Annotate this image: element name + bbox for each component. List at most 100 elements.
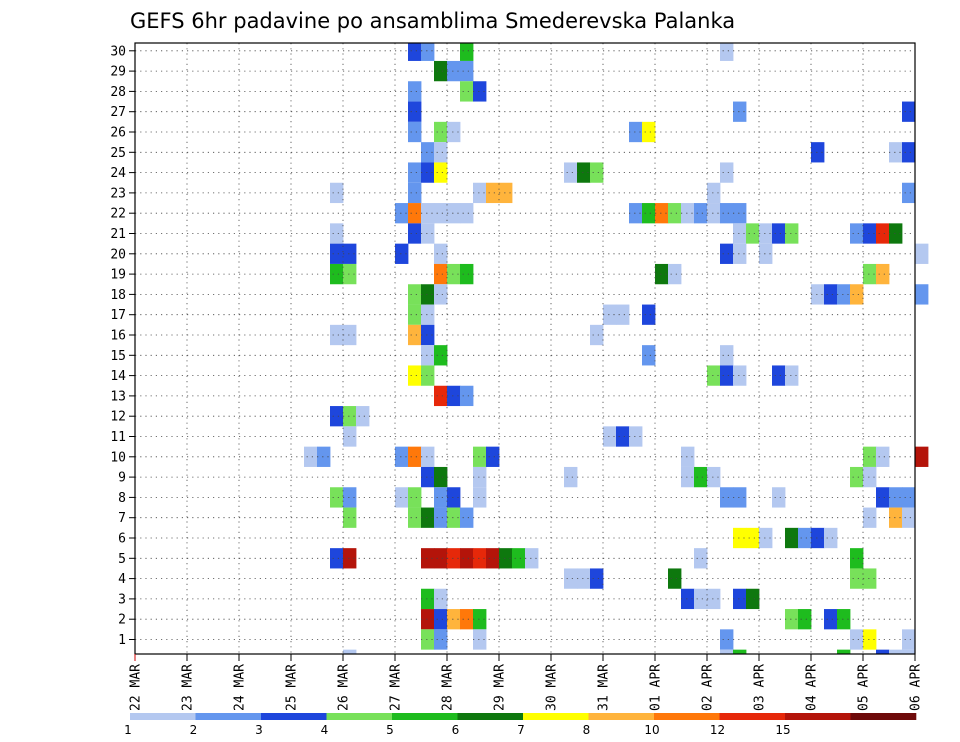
heatmap-cell: [343, 324, 357, 346]
heatmap-cell: [473, 629, 487, 650]
colorbar-segment: [719, 713, 786, 720]
y-tick-label: 16: [110, 329, 126, 344]
plot-frame: [134, 42, 916, 655]
y-tick-label: 27: [110, 105, 126, 120]
heatmap-cell: [850, 568, 864, 589]
heatmap-cell: [421, 162, 435, 183]
heatmap-cell: [902, 649, 916, 654]
y-tick-label: 12: [110, 410, 126, 425]
heatmap-cell: [525, 548, 539, 569]
heatmap-cell: [434, 142, 448, 163]
heatmap-cell: [356, 406, 370, 427]
colorbar-segment: [588, 713, 655, 720]
heatmap-cell: [408, 446, 422, 467]
heatmap-cell: [577, 568, 591, 589]
heatmap-cell: [421, 609, 435, 630]
colorbar-label: 6: [452, 723, 460, 737]
heatmap-cell: [434, 487, 448, 508]
heatmap-cell: [863, 466, 877, 488]
heatmap-cell: [824, 284, 838, 305]
x-tick-label: 05 APR: [857, 664, 872, 711]
heatmap-cell: [343, 426, 357, 447]
y-tick-label: 24: [110, 166, 126, 181]
heatmap-cell: [408, 284, 422, 305]
heatmap-cell: [434, 466, 448, 488]
heatmap-cell: [434, 203, 448, 224]
heatmap-cell: [408, 223, 422, 244]
heatmap-cell: [694, 203, 708, 224]
heatmap-cell: [577, 162, 591, 183]
heatmap-cell: [421, 203, 435, 224]
heatmap-cell: [733, 223, 747, 244]
heatmap-cell: [447, 385, 461, 407]
colorbar-label: 4: [321, 723, 329, 737]
heatmap-cell: [720, 43, 734, 61]
colorbar-label: 5: [386, 723, 394, 737]
y-tick-label: 10: [110, 450, 126, 465]
heatmap-cell: [330, 182, 344, 204]
heatmap-cell: [759, 243, 773, 264]
heatmap-cell: [707, 365, 721, 386]
heatmap-cell: [876, 263, 890, 285]
heatmap-cell: [395, 487, 409, 508]
heatmap-cell: [434, 629, 448, 650]
heatmap-cell: [902, 629, 916, 650]
y-tick-label: 4: [118, 572, 126, 587]
heatmap-cell: [772, 365, 786, 386]
x-axis: 22 MAR 23 MAR 24 MAR 25 MAR 26 MAR 27 MAR 28 M…: [129, 654, 924, 711]
heatmap-cell: [486, 182, 500, 204]
colorbar: 1 2 3 4 5 6 7 8 10 12 15: [124, 713, 917, 737]
heatmap-cell: [863, 629, 877, 650]
heatmap-cell: [408, 487, 422, 508]
heatmap-cell: [343, 263, 357, 285]
heatmap-cell: [668, 203, 682, 224]
heatmap-cell: [460, 60, 474, 82]
y-tick-label: 13: [110, 389, 126, 404]
y-tick-label: 5: [118, 552, 126, 567]
heatmap-cell: [707, 588, 721, 610]
heatmap-cell: [902, 487, 916, 508]
heatmap-cell: [499, 182, 513, 204]
heatmap-cell: [746, 527, 760, 549]
heatmap-cell: [733, 203, 747, 224]
heatmap-cell: [421, 588, 435, 610]
heatmap-cell: [590, 568, 604, 589]
y-axis: 1234567891011121314151617181920212223242…: [110, 44, 135, 648]
heatmap-cell: [694, 548, 708, 569]
heatmap-cell: [889, 649, 903, 654]
colorbar-label: 15: [775, 723, 790, 737]
heatmap-cell: [421, 365, 435, 386]
y-tick-label: 20: [110, 247, 126, 262]
heatmap-cell: [473, 446, 487, 467]
heatmap-cell: [434, 548, 448, 569]
colorbar-segment: [785, 713, 851, 720]
heatmap-cell: [902, 507, 916, 528]
heatmap-cell: [759, 223, 773, 244]
y-tick-label: 15: [110, 349, 126, 364]
heatmap-cell: [746, 223, 760, 244]
x-tick-label: 03 APR: [753, 664, 768, 711]
heatmap-cell: [460, 43, 474, 61]
heatmap-cell: [408, 101, 422, 122]
x-tick-label: 31 MAR: [597, 664, 612, 711]
heatmap-cell: [473, 466, 487, 488]
heatmap-cell: [603, 426, 617, 447]
heatmap-cell: [421, 223, 435, 244]
heatmap-cell: [629, 203, 643, 224]
heatmap-cell: [395, 203, 409, 224]
heatmap-cell: [772, 487, 786, 508]
heatmap-cell: [447, 60, 461, 82]
heatmap-cell: [434, 60, 448, 82]
heatmap-cell: [837, 609, 851, 630]
heatmap-cell: [616, 426, 630, 447]
heatmap-cell: [655, 203, 669, 224]
colorbar-label: 7: [517, 723, 525, 737]
heatmap-cell: [863, 223, 877, 244]
heatmap-cell: [915, 243, 929, 264]
heatmap-cell: [681, 466, 695, 488]
heatmap-cell: [876, 223, 890, 244]
heatmap-cell: [837, 284, 851, 305]
heatmap-cell: [902, 142, 916, 163]
heatmap-cell: [590, 162, 604, 183]
colorbar-segment: [261, 713, 327, 720]
